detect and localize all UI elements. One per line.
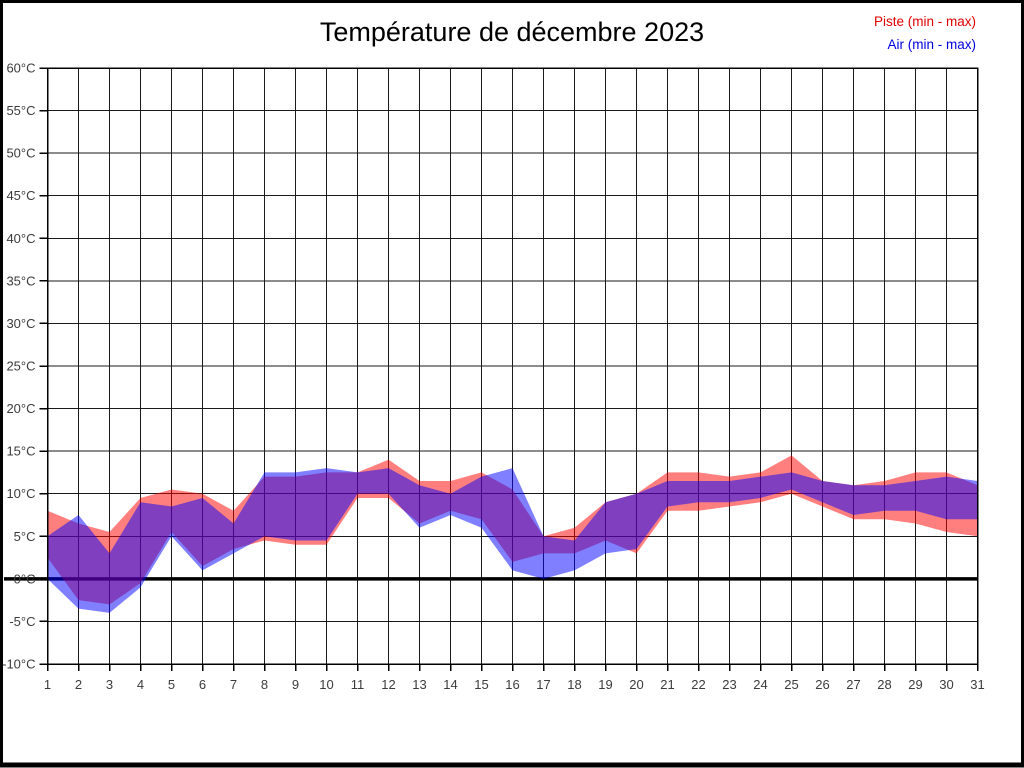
x-tick-label: 12 [381, 677, 395, 692]
x-tick-label: 20 [629, 677, 643, 692]
grid [47, 67, 978, 665]
x-tick-label: 8 [261, 677, 268, 692]
y-tick-label: 55°C [6, 103, 35, 118]
y-tick-label: 0°C [14, 571, 36, 586]
legend-piste-label: Piste (min - max) [873, 14, 976, 29]
x-tick-label: 18 [567, 677, 581, 692]
y-tick-label: 60°C [6, 61, 35, 76]
y-tick-label: -5°C [9, 614, 35, 629]
x-tick-label: 24 [753, 677, 767, 692]
x-tick-label: 2 [75, 677, 82, 692]
x-tick-label: 11 [351, 677, 365, 692]
x-tick-label: 3 [106, 677, 113, 692]
x-tick-label: 1 [44, 677, 51, 692]
x-tick-label: 30 [939, 677, 953, 692]
air-band [47, 468, 978, 613]
chart-legend: Piste (min - max) Air (min - max) [874, 10, 976, 56]
y-tick-label: 30°C [6, 316, 35, 331]
x-tick-label: 27 [846, 677, 860, 692]
bands [47, 455, 978, 613]
x-tick-label: 15 [474, 677, 488, 692]
y-tick-label: 15°C [6, 444, 35, 459]
legend-item-piste: Piste (min - max) [874, 10, 976, 33]
x-tick-label: 19 [598, 677, 612, 692]
x-tick-label: 9 [292, 677, 299, 692]
y-tick-label: 50°C [6, 146, 35, 161]
y-tick-label: 40°C [6, 231, 35, 246]
x-tick-label: 5 [168, 677, 175, 692]
x-tick-label: 23 [722, 677, 736, 692]
x-tick-label: 22 [691, 677, 705, 692]
x-tick-label: 25 [784, 677, 798, 692]
y-tick-label: 5°C [14, 529, 36, 544]
y-tick-label: 20°C [6, 401, 35, 416]
x-tick-label: 6 [199, 677, 206, 692]
x-tick-label: 17 [536, 677, 550, 692]
x-tick-label: 4 [137, 677, 144, 692]
y-tick-label: 45°C [6, 188, 35, 203]
y-tick-label: 10°C [6, 486, 35, 501]
x-tick-label: 28 [877, 677, 891, 692]
x-tick-label: 16 [505, 677, 519, 692]
y-tick-label: -10°C [2, 657, 35, 672]
x-tick-label: 13 [412, 677, 426, 692]
x-tick-label: 14 [443, 677, 457, 692]
x-tick-label: 21 [660, 677, 674, 692]
x-tick-label: 26 [815, 677, 829, 692]
chart-title: Température de décembre 2023 [319, 17, 705, 47]
y-tick-label: 35°C [6, 273, 35, 288]
legend-item-air: Air (min - max) [874, 33, 977, 56]
y-tick-label: 25°C [6, 359, 35, 374]
legend-air-label: Air (min - max) [887, 37, 977, 52]
x-tick-label: 7 [230, 677, 237, 692]
x-tick-label: 31 [970, 677, 984, 692]
x-tick-label: 10 [319, 677, 333, 692]
x-tick-label: 29 [908, 677, 922, 692]
axis-ticks [39, 67, 979, 671]
